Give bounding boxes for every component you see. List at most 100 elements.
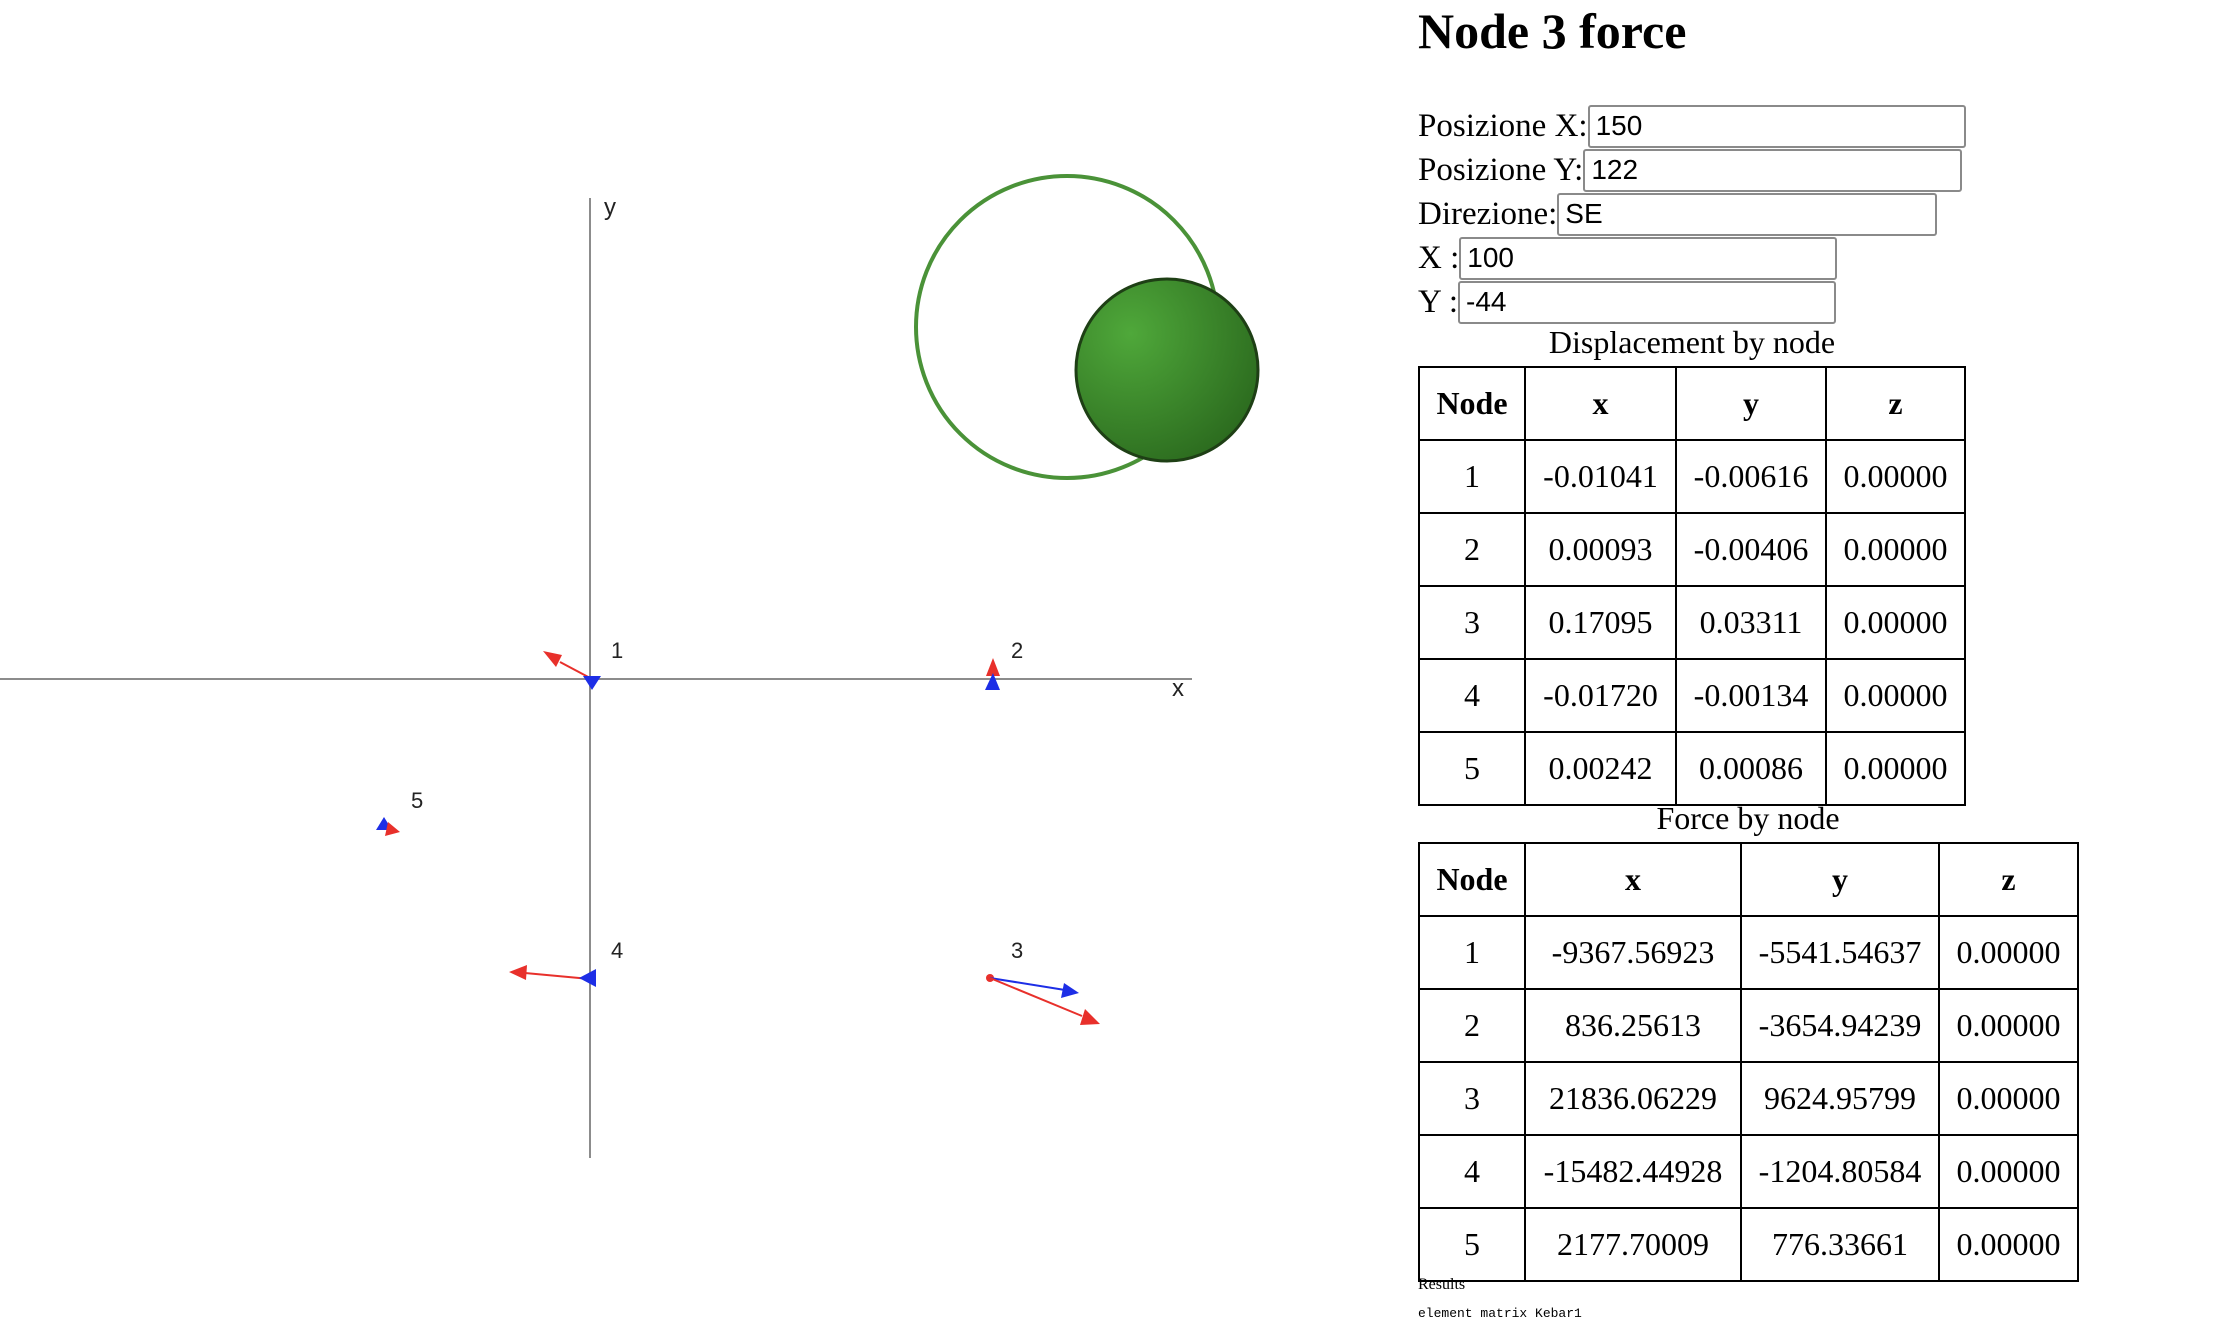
force-arrowhead-node-3 (1080, 1009, 1100, 1025)
table-cell: 0.00000 (1825, 512, 1966, 587)
table-cell: 2 (1418, 512, 1526, 587)
table-cell: 21836.06229 (1524, 1061, 1742, 1136)
direzione-row: Direzione: (1418, 192, 1938, 236)
node-label-2: 2 (1011, 638, 1023, 663)
x-axis-label: x (1172, 675, 1184, 702)
displacement-table-caption: Displacement by node (1548, 324, 1836, 360)
col-header-x: x (1524, 366, 1677, 441)
table-cell: -1204.80584 (1740, 1134, 1940, 1209)
table-cell: 0.00242 (1524, 731, 1677, 806)
posizione-y-row: Posizione Y: (1418, 148, 1963, 192)
table-cell: 3 (1418, 1061, 1526, 1136)
structure-canvas[interactable]: x y 1 2 3 4 5 (0, 0, 1400, 1314)
displacement-arrow-node-3 (989, 977, 1066, 991)
displacement-table-header-row: Node x y z (1418, 366, 1966, 441)
table-row: 3 21836.06229 9624.95799 0.00000 (1418, 1061, 2079, 1136)
table-cell: 0.17095 (1524, 585, 1677, 660)
table-cell: 0.00000 (1825, 658, 1966, 733)
node-label-1: 1 (611, 638, 623, 663)
table-cell: 776.33661 (1740, 1207, 1940, 1282)
table-row: 1 -9367.56923 -5541.54637 0.00000 (1418, 915, 2079, 990)
col-header-node: Node (1418, 366, 1526, 441)
force-y-input[interactable] (1458, 280, 1837, 324)
node-label-4: 4 (611, 938, 623, 963)
table-cell: 0.00000 (1938, 915, 2079, 990)
force-table: Node x y z 1 -9367.56923 -5541.54637 0.0… (1418, 842, 2079, 1282)
col-header-y: y (1675, 366, 1827, 441)
force-arrowhead-node-5 (385, 822, 400, 836)
node-label-5: 5 (411, 788, 423, 813)
results-label: Results (1418, 1276, 1466, 1293)
posizione-x-row: Posizione X: (1418, 104, 1966, 148)
table-cell: -0.00406 (1675, 512, 1827, 587)
table-row: 5 2177.70009 776.33661 0.00000 (1418, 1207, 2079, 1282)
col-header-z: z (1938, 842, 2079, 917)
table-cell: 0.00000 (1938, 1207, 2079, 1282)
force-arrowhead-node-2 (986, 658, 1000, 676)
force-y-row: Y : (1418, 280, 1837, 324)
posizione-y-input[interactable] (1583, 148, 1963, 192)
table-cell: -5541.54637 (1740, 915, 1940, 990)
posizione-x-input[interactable] (1587, 104, 1966, 148)
force-x-input[interactable] (1459, 236, 1838, 280)
force-x-label: X : (1418, 239, 1460, 276)
page-title: Node 3 force (1418, 3, 1687, 59)
table-cell: 0.00000 (1825, 585, 1966, 660)
table-cell: 4 (1418, 1134, 1526, 1209)
col-header-z: z (1825, 366, 1966, 441)
displacement-arrowhead-node-3 (1061, 983, 1079, 998)
table-cell: 4 (1418, 658, 1526, 733)
joystick-ball[interactable] (1074, 277, 1260, 463)
table-cell: 1 (1418, 439, 1526, 514)
table-cell: 0.03311 (1675, 585, 1827, 660)
displacement-arrowhead-node-1 (583, 676, 601, 690)
displacement-table: Node x y z 1 -0.01041 -0.00616 0.00000 2… (1418, 366, 1966, 806)
table-cell: 0.00000 (1938, 1061, 2079, 1136)
canvas-svg[interactable]: x y 1 2 3 4 5 (0, 0, 1400, 1314)
table-cell: -0.01720 (1524, 658, 1677, 733)
force-table-caption: Force by node (1656, 800, 1840, 836)
displacement-arrowhead-node-2 (985, 673, 1000, 690)
table-cell: -0.01041 (1524, 439, 1677, 514)
table-row: 4 -15482.44928 -1204.80584 0.00000 (1418, 1134, 2079, 1209)
force-arrow-node-3 (989, 977, 1083, 1017)
table-cell: 5 (1418, 1207, 1526, 1282)
table-cell: 2 (1418, 988, 1526, 1063)
table-row: 2 0.00093 -0.00406 0.00000 (1418, 512, 1966, 587)
table-cell: 5 (1418, 731, 1526, 806)
direzione-label: Direzione: (1418, 195, 1558, 232)
direzione-input[interactable] (1557, 192, 1938, 236)
col-header-y: y (1740, 842, 1940, 917)
posizione-y-label: Posizione Y: (1418, 151, 1584, 188)
force-arrowhead-node-1 (543, 651, 562, 667)
force-y-label: Y : (1418, 283, 1459, 320)
force-arrowhead-node-4 (509, 965, 527, 980)
table-cell: 0.00086 (1675, 731, 1827, 806)
table-cell: 0.00000 (1938, 988, 2079, 1063)
table-row: 4 -0.01720 -0.00134 0.00000 (1418, 658, 1966, 733)
table-cell: 2177.70009 (1524, 1207, 1742, 1282)
table-row: 3 0.17095 0.03311 0.00000 (1418, 585, 1966, 660)
y-axis-label: y (604, 194, 616, 221)
table-cell: -3654.94239 (1740, 988, 1940, 1063)
table-cell: 1 (1418, 915, 1526, 990)
force-x-row: X : (1418, 236, 1838, 280)
table-cell: 0.00093 (1524, 512, 1677, 587)
table-cell: -15482.44928 (1524, 1134, 1742, 1209)
table-cell: 0.00000 (1825, 731, 1966, 806)
table-cell: 9624.95799 (1740, 1061, 1940, 1136)
table-cell: -0.00134 (1675, 658, 1827, 733)
table-cell: -0.00616 (1675, 439, 1827, 514)
table-cell: 3 (1418, 585, 1526, 660)
table-cell: -9367.56923 (1524, 915, 1742, 990)
posizione-x-label: Posizione X: (1418, 107, 1588, 144)
force-table-header-row: Node x y z (1418, 842, 2079, 917)
displacement-arrowhead-node-4 (579, 969, 596, 987)
node-label-3: 3 (1011, 938, 1023, 963)
table-cell: 0.00000 (1825, 439, 1966, 514)
table-row: 5 0.00242 0.00086 0.00000 (1418, 731, 1966, 806)
col-header-node: Node (1418, 842, 1526, 917)
table-row: 2 836.25613 -3654.94239 0.00000 (1418, 988, 2079, 1063)
col-header-x: x (1524, 842, 1742, 917)
table-cell: 0.00000 (1938, 1134, 2079, 1209)
